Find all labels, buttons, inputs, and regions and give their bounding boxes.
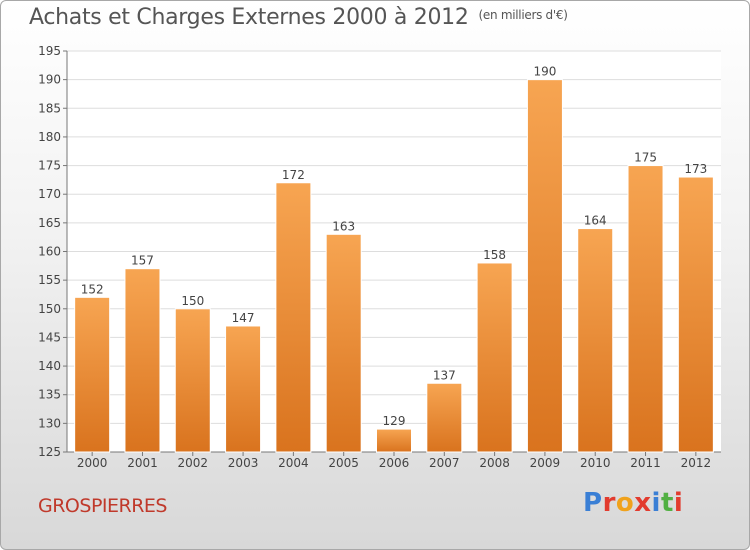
bar-value-label: 164 — [584, 214, 607, 228]
x-tick-label: 2001 — [127, 456, 158, 470]
bar — [325, 233, 362, 453]
bar — [627, 165, 664, 453]
bar — [577, 228, 614, 453]
logo-letter: t — [660, 488, 674, 518]
bar-value-label: 190 — [533, 65, 556, 79]
bar-value-label: 175 — [634, 151, 657, 165]
logo-letter: P — [583, 488, 603, 518]
bar-value-label: 173 — [684, 162, 707, 176]
bar-value-label: 150 — [181, 294, 204, 308]
bar — [275, 182, 312, 453]
x-tick-label: 2004 — [278, 456, 309, 470]
title-text: Achats et Charges Externes 2000 à 2012 — [29, 5, 469, 30]
y-tick-label: 140 — [38, 359, 61, 373]
y-tick-label: 155 — [38, 273, 61, 287]
commune-name: GROSPIERRES — [38, 495, 167, 517]
y-tick-label: 130 — [38, 416, 61, 430]
y-tick-label: 135 — [38, 388, 61, 402]
bar-value-label: 147 — [232, 311, 255, 325]
x-tick-label: 2005 — [328, 456, 359, 470]
bar — [124, 268, 161, 453]
bar-value-label: 172 — [282, 168, 305, 182]
chart-title: Achats et Charges Externes 2000 à 2012 (e… — [29, 5, 568, 30]
y-tick-label: 195 — [38, 44, 61, 58]
bar — [174, 308, 211, 453]
y-tick-label: 150 — [38, 302, 61, 316]
x-tick-label: 2000 — [77, 456, 108, 470]
bar — [225, 325, 262, 453]
logo-letter: i — [673, 488, 684, 518]
bar-value-label: 129 — [383, 414, 406, 428]
bar — [526, 79, 563, 453]
y-tick-label: 180 — [38, 130, 61, 144]
y-tick-label: 175 — [38, 159, 61, 173]
y-tick-label: 170 — [38, 187, 61, 201]
bar — [426, 382, 463, 453]
x-tick-label: 2011 — [630, 456, 661, 470]
bar-value-label: 152 — [81, 282, 104, 296]
bar-value-label: 163 — [332, 219, 355, 233]
bar-value-label: 158 — [483, 248, 506, 262]
y-tick-label: 145 — [38, 330, 61, 344]
logo-letter: r — [602, 488, 616, 518]
x-tick-label: 2006 — [379, 456, 410, 470]
bar-value-label: 157 — [131, 254, 154, 268]
logo-letter: o — [615, 488, 635, 518]
x-tick-label: 2012 — [681, 456, 712, 470]
bar — [677, 176, 714, 453]
x-tick-label: 2010 — [580, 456, 611, 470]
bar — [74, 296, 111, 453]
bar — [476, 262, 513, 453]
x-tick-label: 2009 — [530, 456, 561, 470]
y-tick-label: 185 — [38, 101, 61, 115]
y-tick-label: 160 — [38, 245, 61, 259]
bar-value-label: 137 — [433, 368, 456, 382]
y-tick-label: 190 — [38, 73, 61, 87]
x-tick-label: 2003 — [228, 456, 259, 470]
y-tick-label: 165 — [38, 216, 61, 230]
x-tick-label: 2008 — [479, 456, 510, 470]
proxiti-logo: Proxiti — [583, 488, 683, 518]
x-tick-label: 2002 — [177, 456, 208, 470]
bar — [376, 428, 412, 453]
logo-letter: i — [651, 488, 661, 518]
logo-letter: x — [634, 488, 652, 518]
y-tick-label: 125 — [38, 445, 61, 459]
title-unit: (en milliers d'€) — [478, 8, 568, 22]
x-tick-label: 2007 — [429, 456, 460, 470]
